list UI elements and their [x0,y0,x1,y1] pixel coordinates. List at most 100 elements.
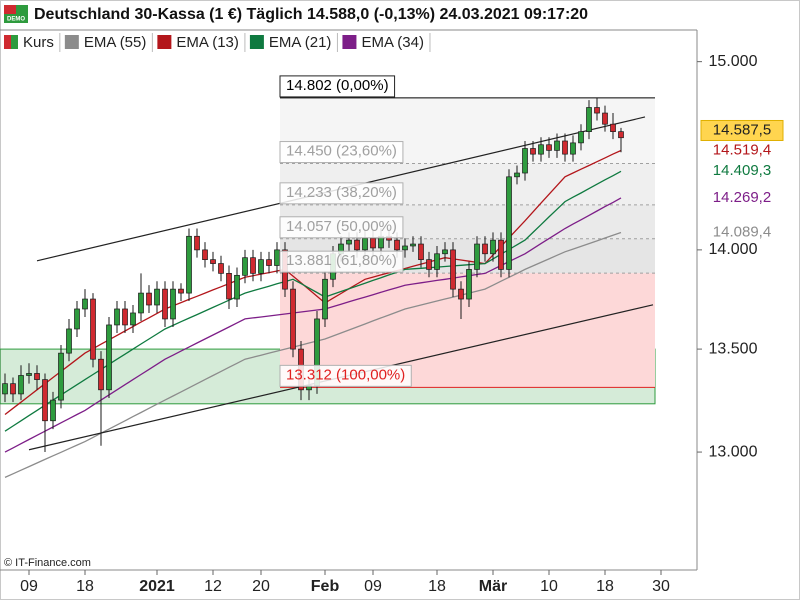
legend-swatch [249,35,264,49]
legend-label: EMA (55) [84,34,147,51]
candle-body [138,292,144,314]
fib-label-box [279,75,396,98]
legend-swatch [342,35,357,49]
fib-label-box [279,182,404,205]
candle-body [522,148,528,174]
candle-body [98,358,104,391]
candle-body [58,352,64,401]
x-tick-label: 09 [364,578,382,595]
x-tick-label: 20 [252,578,270,595]
price-tag-box [701,222,783,243]
badge: DEMO [7,17,25,23]
credit: © IT-Finance.com [4,557,91,569]
candle-body [2,383,8,395]
candle-body [74,308,80,330]
x-tick-label: 18 [596,578,614,595]
candle-body [50,399,56,422]
candle-body [34,373,40,380]
candle-body [570,142,576,155]
x-tick-label: 18 [428,578,446,595]
candle-body [506,176,512,270]
candle-body [354,239,360,251]
candle-body [546,144,552,151]
fib-label: 14.450 (23,60%) [286,143,397,160]
candle-body [234,274,240,300]
y-tick-label: 15.000 [709,53,758,70]
candle-body [562,140,568,155]
candle-body [514,172,520,178]
legend-label: EMA (21) [269,34,332,51]
price-tag-box [701,161,783,182]
candle-body [162,288,168,320]
candle-body [154,288,160,306]
candle-body [10,383,16,395]
candle-body [426,259,432,270]
candle-body [450,249,456,290]
chart-title: Deutschland 30-Kassa (1 €) Täglich 14.58… [34,6,588,23]
candle-body [18,375,24,395]
candle-body [210,259,216,264]
legend-swatch [64,35,79,49]
candle-body [418,243,424,260]
candle-body [122,308,128,326]
x-tick-label: 30 [652,578,670,595]
candle-body [602,112,608,125]
fib-label: 14.057 (50,00%) [286,218,397,235]
candle-body [290,288,296,350]
candle-body [362,237,368,251]
legend-label: EMA (13) [176,34,239,51]
candle-body [218,263,224,274]
candle-body [538,144,544,155]
candle-body [266,259,272,266]
legend-swatch [157,35,172,49]
candle-body [610,123,616,133]
candle-body [458,288,464,300]
x-tick-label: Feb [311,578,340,595]
candle-body [146,292,152,306]
candle-body [482,243,488,255]
x-tick-label: 09 [20,578,38,595]
fib-label: 13.312 (100,00%) [286,366,405,383]
fib-label: 14.802 (0,00%) [286,77,389,94]
candle-body [410,243,416,247]
candle-body [554,140,560,151]
price-tag: 14.269,2 [713,189,771,206]
candle-body [498,239,504,270]
legend-label: EMA (34) [361,34,424,51]
candle-body [202,249,208,260]
x-tick-label: 2021 [139,578,175,595]
candle-body [90,298,96,360]
price-tag-box [701,140,783,161]
candle-body [578,131,584,144]
candle-body [434,253,440,270]
candle-body [586,107,592,133]
candle-body [402,245,408,251]
price-tag-box [700,119,784,141]
candle-body [226,273,232,300]
legend-swatch [11,35,18,49]
legend-label: Kurs [23,34,54,51]
price-tag: 14.519,4 [713,141,771,158]
ema-line [4,231,622,478]
candle-body [194,235,200,251]
fib-label: 13.881 (61,80%) [286,252,397,269]
candle-body [82,298,88,310]
candle-body [26,373,32,376]
candle-body [66,328,72,354]
candle-body [594,107,600,114]
candle-body [474,243,480,270]
y-tick-label: 13.000 [709,443,758,460]
candle-body [394,239,400,251]
candle-body [466,269,472,300]
fib-label-box [279,141,404,164]
fib-label-box [279,216,404,239]
candle-body [42,379,48,422]
y-tick-label: 14.000 [709,241,758,258]
legend-swatch [4,35,11,49]
price-tag: 14.089,4 [713,223,771,240]
candle-body [530,148,536,155]
candle-body [258,259,264,274]
candle-body [618,131,624,139]
candle-body [274,249,280,266]
